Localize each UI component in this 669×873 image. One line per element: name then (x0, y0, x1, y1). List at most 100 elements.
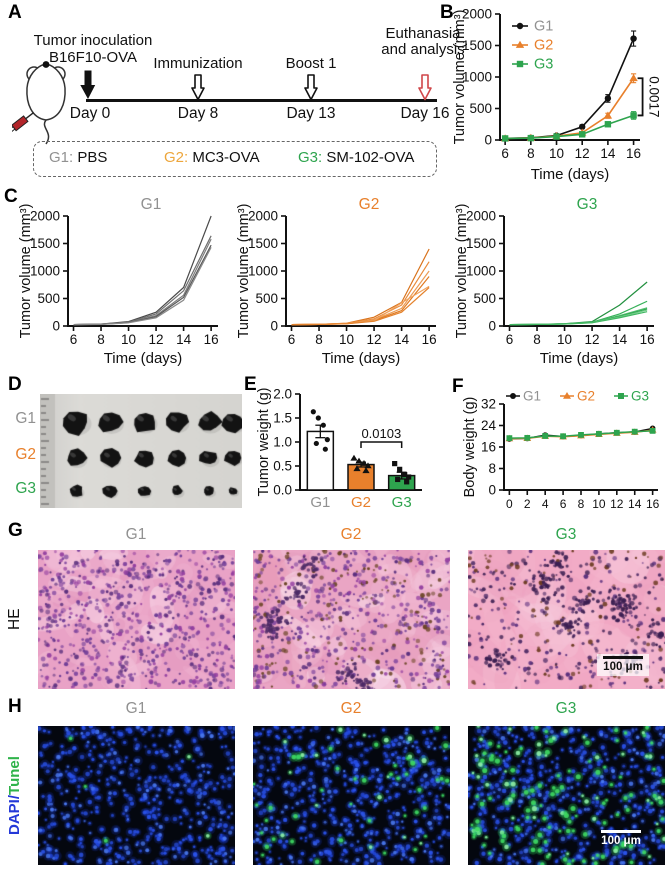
arrow-day8-icon (191, 74, 205, 101)
svg-text:24: 24 (481, 418, 497, 433)
dapi-tunel-side-label: DAPI/Tunel (6, 756, 23, 835)
panel-letter-b: B (440, 2, 454, 23)
svg-text:1000: 1000 (466, 264, 496, 279)
panel-letter-e: E (244, 374, 257, 395)
timeline-line (86, 99, 437, 102)
svg-text:2: 2 (524, 497, 531, 511)
he-image-g2 (253, 550, 450, 689)
tumor-photo (40, 394, 242, 508)
svg-text:6: 6 (501, 146, 509, 161)
svg-text:12: 12 (585, 332, 600, 347)
svg-text:6: 6 (288, 332, 296, 347)
svg-text:8: 8 (533, 332, 541, 347)
event-inoculation-line2: B16F10-OVA (48, 49, 138, 66)
svg-text:6: 6 (560, 497, 567, 511)
svg-text:2000: 2000 (466, 209, 496, 224)
svg-text:14: 14 (394, 332, 410, 347)
svg-text:16: 16 (626, 146, 641, 161)
event-boost-label: Boost 1 (285, 55, 337, 72)
svg-text:0: 0 (488, 319, 496, 334)
panel-letter-c: C (4, 186, 18, 207)
arrow-day0-icon (80, 70, 96, 99)
svg-text:Time (days): Time (days) (540, 350, 619, 367)
svg-text:G1: G1 (141, 196, 162, 213)
svg-text:12: 12 (367, 332, 382, 347)
svg-text:2000: 2000 (248, 209, 278, 224)
he-image-g1 (38, 550, 235, 689)
svg-text:12: 12 (575, 146, 590, 161)
mouse-icon (12, 61, 66, 145)
svg-text:G3: G3 (577, 196, 598, 213)
svg-text:16: 16 (646, 497, 660, 511)
svg-text:8: 8 (97, 332, 105, 347)
he-title-g3: G3 (555, 526, 577, 543)
he-title-g2: G2 (340, 526, 362, 543)
svg-text:12: 12 (610, 497, 624, 511)
svg-text:32: 32 (481, 397, 496, 412)
svg-text:500: 500 (469, 101, 492, 116)
syringe-icon (12, 111, 35, 134)
svg-text:G3: G3 (534, 57, 553, 73)
svg-text:G1: G1 (310, 494, 330, 511)
tunel-title-g1: G1 (125, 700, 147, 717)
panel-letter-a: A (8, 2, 22, 23)
svg-text:Time (days): Time (days) (531, 166, 610, 183)
svg-text:14: 14 (600, 146, 616, 161)
svg-text:Tumor volume (mm³): Tumor volume (mm³) (236, 204, 252, 339)
svg-text:1.5: 1.5 (273, 411, 292, 426)
tunel-scale-bar: 100 μm (597, 828, 645, 849)
svg-text:2000: 2000 (30, 209, 60, 224)
tumor-row-label-g1: G1 (15, 410, 36, 427)
event-inoculation-line1: Tumor inoculation (33, 32, 153, 49)
tumor-volume-summary-chart: 0 500 1000 1500 2000 Tumor volume (mm³) 6 8 10 12… (448, 6, 668, 189)
svg-text:1000: 1000 (462, 70, 492, 85)
svg-text:500: 500 (255, 291, 278, 306)
tunel-image-g2 (253, 726, 450, 865)
group-g2: G2: MC3-OVA (164, 149, 260, 166)
tumor-volume-g3-chart: 0 500 1000 1500 2000 Tumor volume (mm³) 6 8 10 12… (450, 196, 662, 373)
scale-bar-line (601, 830, 641, 833)
svg-text:16: 16 (481, 440, 496, 455)
event-euthanasia-line1: Euthanasia (385, 25, 461, 42)
svg-text:1000: 1000 (30, 264, 60, 279)
svg-text:10: 10 (121, 332, 136, 347)
svg-text:10: 10 (339, 332, 354, 347)
svg-text:G3: G3 (631, 389, 649, 404)
svg-text:8: 8 (578, 497, 585, 511)
svg-text:10: 10 (549, 146, 564, 161)
svg-text:16: 16 (204, 332, 219, 347)
svg-text:14: 14 (628, 497, 642, 511)
groups-legend-box: G1: PBS G2: MC3-OVA G3: SM-102-OVA (33, 141, 437, 177)
svg-text:0.5: 0.5 (273, 459, 292, 474)
svg-text:16: 16 (640, 332, 655, 347)
svg-text:G1: G1 (523, 389, 541, 404)
svg-text:14: 14 (176, 332, 192, 347)
svg-text:500: 500 (37, 291, 60, 306)
svg-text:1500: 1500 (466, 236, 496, 251)
svg-text:10: 10 (592, 497, 606, 511)
svg-text:Tumor volume (mm³): Tumor volume (mm³) (452, 10, 468, 145)
svg-text:1000: 1000 (248, 264, 278, 279)
svg-text:Tumor volume (mm³): Tumor volume (mm³) (18, 204, 34, 339)
panel-letter-d: D (8, 374, 22, 395)
group-g3: G3: SM-102-OVA (298, 149, 415, 166)
svg-text:G2: G2 (577, 389, 595, 404)
svg-text:G3: G3 (392, 494, 412, 511)
svg-text:6: 6 (70, 332, 78, 347)
svg-text:8: 8 (488, 461, 496, 476)
svg-text:0: 0 (506, 497, 513, 511)
tumor-row-label-g2: G2 (15, 446, 36, 463)
tumor-volume-g2-chart: 0 500 1000 1500 2000 Tumor volume (mm³) 6 8 10 12… (232, 196, 444, 373)
he-side-label: HE (6, 608, 23, 631)
svg-text:12: 12 (149, 332, 164, 347)
tunel-image-g3 (468, 726, 665, 865)
svg-text:2.0: 2.0 (273, 388, 292, 402)
tumor-volume-g1-chart: 0 500 1000 1500 2000 Tumor volume (mm³) 6 8 10 12… (14, 196, 226, 373)
svg-text:8: 8 (315, 332, 323, 347)
svg-text:10: 10 (557, 332, 572, 347)
tunel-title-g3: G3 (555, 700, 577, 717)
svg-text:Time (days): Time (days) (322, 350, 401, 367)
